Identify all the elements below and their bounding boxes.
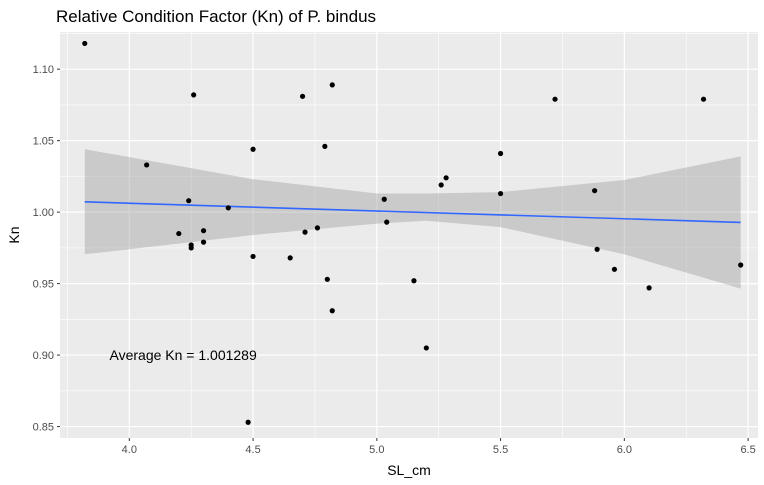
data-point (594, 246, 600, 252)
data-point (82, 40, 88, 47)
y-tick-label: 1.05 (33, 136, 54, 148)
data-point (324, 276, 330, 282)
data-point (176, 230, 182, 237)
data-point (287, 255, 293, 261)
data-point (552, 96, 558, 102)
data-point (384, 219, 390, 225)
data-point (700, 96, 707, 102)
x-tick-label: 5.5 (493, 444, 508, 456)
data-point (738, 262, 744, 268)
y-tick-label: 0.85 (33, 422, 54, 434)
data-point (200, 239, 207, 245)
data-point (186, 198, 192, 204)
data-point (497, 150, 504, 157)
data-point (592, 188, 598, 194)
data-point (188, 245, 194, 251)
data-point (250, 253, 256, 260)
data-point (423, 345, 429, 351)
y-tick-label: 0.90 (33, 350, 54, 362)
x-tick-label: 4.5 (245, 444, 260, 456)
data-point (314, 225, 321, 231)
y-tick-label: 1.00 (33, 207, 54, 219)
x-axis-ticks: 4.0 4.5 5.0 5.5 6.0 6.5 (122, 438, 756, 456)
y-tick-label: 0.95 (33, 279, 54, 291)
data-point (646, 285, 652, 291)
data-point (191, 92, 197, 98)
x-tick-label: 6.5 (740, 444, 755, 456)
data-point (611, 266, 618, 272)
data-point (299, 93, 306, 99)
data-point (250, 146, 256, 152)
data-point (322, 143, 328, 149)
x-tick-label: 6.0 (617, 444, 632, 456)
data-point (443, 175, 449, 181)
y-axis-title: Kn (6, 226, 22, 243)
x-tick-label: 4.0 (122, 444, 137, 456)
fit-line-layer (84, 201, 741, 224)
confidence-band-layer (84, 149, 741, 289)
fit-line (84, 201, 741, 224)
annotation-layer: Average Kn = 1.001289 (110, 347, 257, 363)
data-point (245, 419, 251, 425)
y-axis-ticks: 0.85 0.90 0.95 1.00 1.05 1.10 (33, 64, 60, 434)
data-point (200, 228, 207, 234)
data-point (497, 190, 504, 197)
data-point (144, 162, 150, 168)
data-point (329, 308, 335, 314)
data-point (302, 229, 308, 235)
data-point (329, 82, 335, 88)
average-kn-annotation: Average Kn = 1.001289 (110, 347, 257, 363)
confidence-band (84, 149, 741, 289)
data-point (381, 196, 387, 202)
x-axis-title: SL_cm (387, 462, 431, 478)
points-layer (82, 40, 744, 425)
x-tick-label: 5.0 (369, 444, 384, 456)
plot-panel (60, 32, 758, 438)
y-tick-label: 1.10 (33, 64, 54, 76)
grid-minor (60, 32, 758, 438)
data-point (225, 205, 231, 211)
chart-title: Relative Condition Factor (Kn) of P. bin… (56, 7, 376, 26)
data-point (411, 278, 417, 284)
data-point (438, 182, 444, 188)
